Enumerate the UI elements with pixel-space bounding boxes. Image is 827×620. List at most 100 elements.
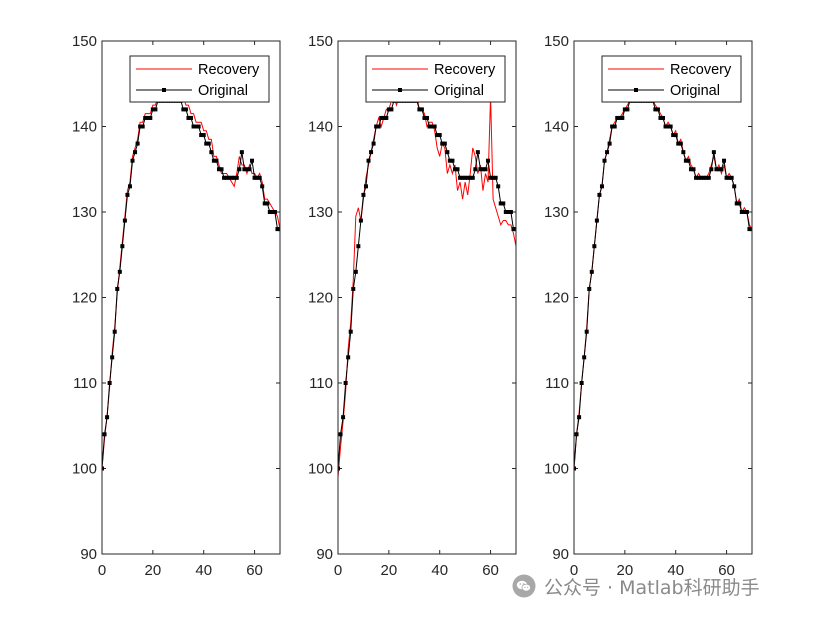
- data-point-original: [214, 158, 219, 163]
- data-point-original: [107, 381, 112, 385]
- data-point-original: [587, 286, 592, 291]
- data-point-original: [130, 158, 135, 163]
- y-tick-label: 150: [72, 33, 97, 50]
- data-point-original: [150, 107, 155, 112]
- data-point-original: [612, 124, 617, 129]
- data-point-original: [729, 175, 734, 180]
- data-point-original: [227, 175, 232, 180]
- y-tick-label: 150: [544, 33, 569, 50]
- data-point-original: [338, 466, 340, 471]
- y-tick-label: 130: [308, 204, 333, 221]
- data-point-original: [599, 184, 604, 189]
- data-point-original: [272, 210, 277, 214]
- data-point-original: [622, 107, 627, 112]
- data-point-original: [194, 124, 199, 129]
- data-point-original: [470, 175, 475, 180]
- axes-frame: [101, 40, 281, 555]
- data-point-original: [260, 184, 265, 189]
- y-tick-label: 100: [308, 461, 333, 478]
- data-point-original: [216, 167, 221, 172]
- data-point-original: [140, 124, 145, 129]
- data-point-original: [706, 175, 711, 180]
- data-point-original: [653, 107, 658, 112]
- data-point-original: [673, 133, 678, 138]
- series-group: [102, 96, 280, 471]
- data-point-original: [247, 167, 252, 172]
- y-tick-label: 100: [72, 461, 97, 478]
- data-point-original: [727, 175, 732, 180]
- data-point-original: [110, 355, 115, 360]
- data-point-original: [191, 124, 196, 129]
- data-point-original: [696, 175, 701, 180]
- data-point-original: [450, 158, 455, 163]
- data-point-original: [688, 167, 693, 172]
- data-point-original: [742, 210, 747, 214]
- y-tick-label: 110: [545, 375, 569, 392]
- data-point-original: [153, 107, 158, 112]
- data-point-original: [714, 167, 719, 172]
- data-point-original: [379, 115, 384, 120]
- x-tick-label: 40: [195, 562, 212, 579]
- wechat-icon: [512, 574, 536, 598]
- data-point-original: [386, 107, 391, 112]
- data-point-original: [353, 269, 358, 274]
- data-point-original: [343, 381, 348, 385]
- x-tick-label: 0: [334, 562, 342, 579]
- data-point-original: [486, 158, 491, 163]
- data-point-original: [255, 175, 260, 180]
- data-point-original: [376, 124, 381, 129]
- data-point-original: [209, 150, 214, 155]
- y-tick-label: 100: [544, 461, 569, 478]
- data-point-original: [501, 201, 506, 206]
- data-point-original: [709, 167, 714, 172]
- y-tick-label: 90: [316, 546, 333, 563]
- data-point-original: [262, 201, 267, 206]
- data-point-original: [663, 124, 668, 129]
- watermark-text: 公众号 · Matlab科研助手: [544, 576, 760, 599]
- data-point-original: [440, 141, 445, 146]
- data-point-original: [704, 175, 709, 180]
- data-point-original: [655, 107, 660, 112]
- plot-area: [102, 41, 280, 554]
- data-point-original: [363, 184, 368, 189]
- data-point-original: [201, 133, 206, 138]
- data-point-original: [579, 381, 584, 385]
- data-point-original: [498, 201, 503, 206]
- data-point-original: [747, 227, 752, 232]
- y-tick-label: 110: [73, 375, 97, 392]
- axes-frame: [337, 40, 517, 555]
- legend-box: [129, 55, 270, 103]
- data-point-original: [135, 141, 140, 146]
- data-point-original: [503, 210, 508, 214]
- y-tick-label: 120: [544, 290, 569, 307]
- data-point-original: [270, 210, 275, 214]
- data-point-original: [683, 158, 688, 163]
- data-point-original: [737, 201, 742, 206]
- x-tick-label: 0: [98, 562, 106, 579]
- data-point-original: [473, 167, 478, 172]
- data-point-original: [605, 150, 610, 155]
- data-point-original: [584, 329, 589, 334]
- data-point-original: [112, 329, 117, 334]
- data-point-original: [447, 158, 452, 163]
- data-point-original: [744, 210, 749, 214]
- data-point-original: [239, 150, 244, 155]
- data-point-original: [120, 244, 125, 249]
- data-point-original: [430, 124, 435, 129]
- chart-panel-1: 90 100 110 120 130 140 150 0 20 40 60 Recovery Origi…: [72, 33, 281, 579]
- x-tick-label: 60: [482, 562, 499, 579]
- data-point-original: [592, 244, 597, 249]
- y-tick-label: 90: [80, 546, 97, 563]
- data-point-original: [658, 115, 663, 120]
- y-tick-label: 140: [72, 119, 97, 136]
- data-point-original: [455, 167, 460, 172]
- y-tick-label: 150: [308, 33, 333, 50]
- data-point-original: [183, 107, 188, 112]
- y-tick-label: 90: [552, 546, 569, 563]
- data-point-original: [678, 141, 683, 146]
- data-point-original: [122, 218, 127, 223]
- plot-area: [574, 41, 752, 554]
- data-point-original: [681, 150, 686, 155]
- y-tick-label: 120: [72, 290, 97, 307]
